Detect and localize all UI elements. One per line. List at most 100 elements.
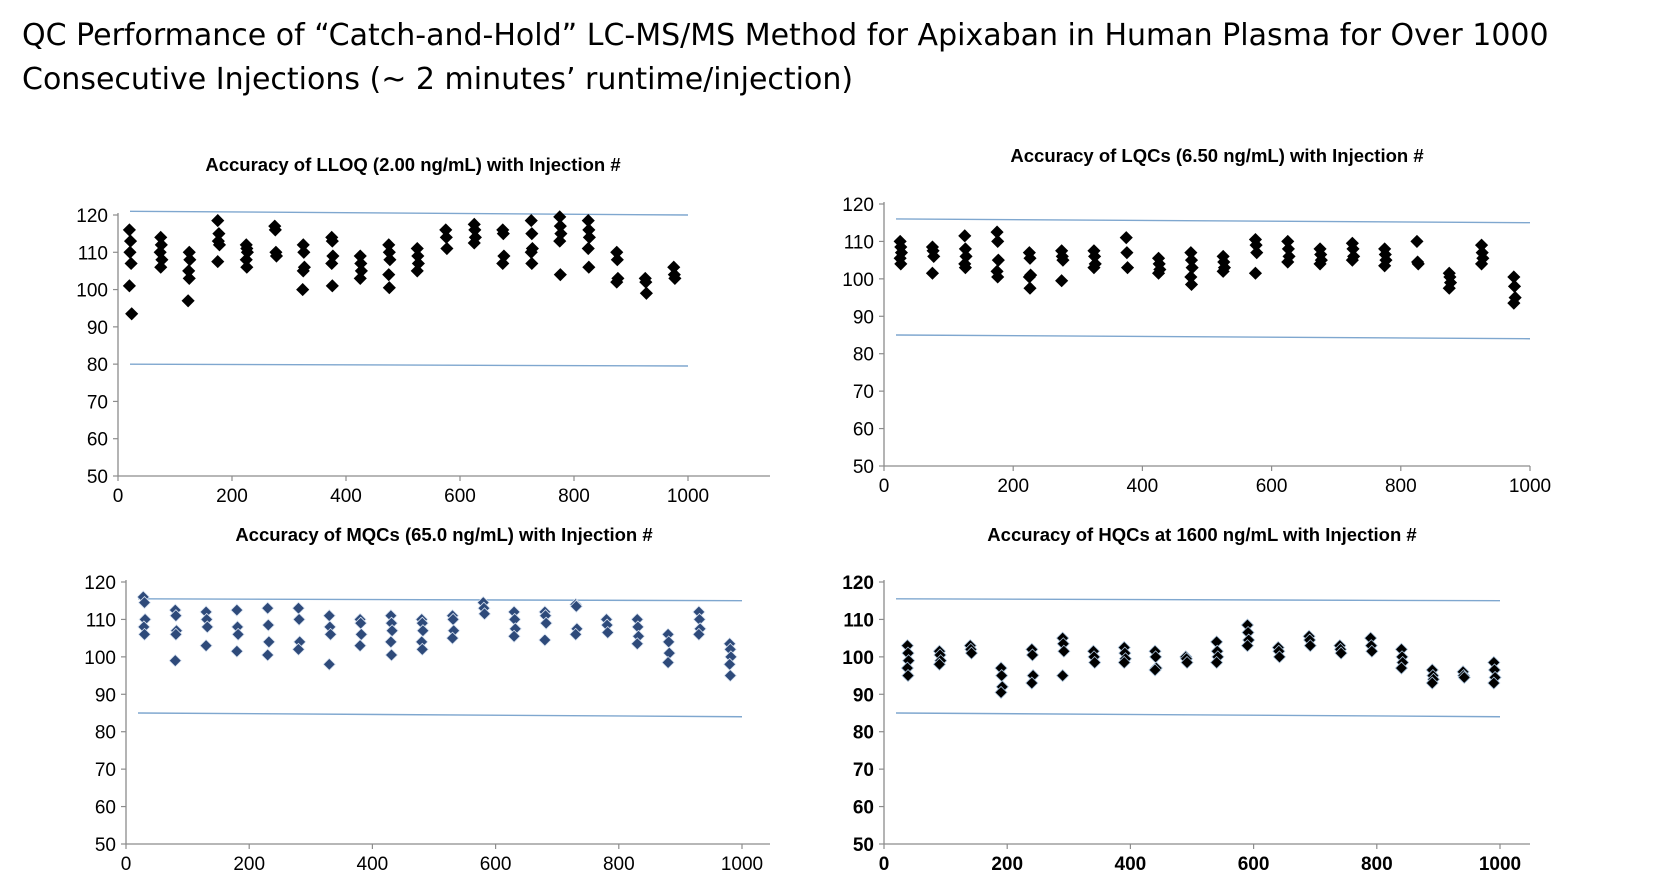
data-point [212, 238, 227, 252]
y-tick-label: 50 [87, 467, 108, 488]
data-point [958, 261, 972, 275]
data-point [261, 618, 275, 632]
x-tick-label: 1000 [1509, 476, 1551, 497]
x-tick-label: 800 [1361, 854, 1393, 875]
y-tick-label: 110 [86, 610, 116, 631]
data-point [958, 229, 972, 243]
data-point [995, 669, 1009, 683]
data-point [581, 241, 595, 256]
data-point [1117, 655, 1131, 670]
data-point [1025, 648, 1040, 662]
x-tick-label: 1000 [667, 486, 709, 507]
data-point [1303, 639, 1317, 653]
x-tick-label: 1000 [721, 854, 763, 875]
y-tick-label: 60 [853, 420, 874, 441]
y-tick-label: 70 [853, 760, 874, 781]
x-tick-label: 0 [879, 476, 890, 497]
data-point [137, 596, 152, 610]
data-point [1148, 663, 1162, 677]
data-point [569, 627, 583, 641]
chart-title: Accuracy of HQCs at 1600 ng/mL with Inje… [987, 524, 1416, 545]
y-tick-label: 120 [76, 206, 108, 227]
data-point [1442, 281, 1456, 295]
y-tick-label: 60 [95, 798, 116, 819]
data-point [932, 657, 947, 671]
y-tick-label: 50 [95, 835, 116, 856]
x-tick-label: 200 [216, 486, 248, 507]
data-point [496, 227, 510, 241]
data-point [1240, 639, 1255, 653]
y-tick-label: 100 [842, 648, 874, 669]
data-point [1281, 255, 1295, 269]
data-point [630, 637, 644, 651]
data-point [200, 620, 214, 634]
x-tick-label: 0 [879, 854, 890, 875]
data-point [169, 627, 183, 641]
data-point [1088, 655, 1102, 670]
data-point [1313, 257, 1327, 271]
y-tick-label: 100 [842, 270, 874, 291]
y-tick-label: 70 [853, 382, 874, 403]
x-tick-label: 200 [991, 854, 1023, 875]
y-tick-label: 120 [842, 195, 874, 216]
data-point [169, 609, 183, 623]
data-point [1056, 253, 1070, 267]
data-point [199, 639, 213, 653]
data-point [601, 625, 615, 640]
data-point [261, 601, 275, 615]
data-point [661, 655, 675, 670]
data-point [1248, 266, 1263, 280]
data-point [1151, 266, 1166, 280]
slide-title: QC Performance of “Catch-and-Hold” LC-MS… [22, 14, 1662, 102]
data-point [1120, 246, 1134, 260]
data-point [1119, 231, 1133, 245]
data-point [538, 633, 552, 647]
data-point [467, 236, 481, 250]
data-point [1055, 274, 1069, 288]
data-point [1216, 264, 1230, 278]
y-tick-label: 90 [853, 307, 874, 328]
data-point [211, 255, 225, 269]
y-tick-label: 110 [844, 232, 874, 253]
data-point [507, 629, 521, 643]
data-point [964, 646, 979, 660]
data-point [445, 631, 460, 645]
data-point [382, 281, 396, 295]
data-point [994, 685, 1008, 699]
data-point [553, 234, 567, 248]
data-point [137, 627, 152, 641]
y-tick-label: 80 [87, 355, 108, 376]
y-tick-label: 90 [87, 318, 108, 339]
data-point [1025, 676, 1039, 690]
data-point [1394, 661, 1409, 675]
y-tick-label: 110 [78, 243, 108, 264]
chart-title: Accuracy of LQCs (6.50 ng/mL) with Injec… [1010, 145, 1423, 166]
y-tick-label: 90 [853, 685, 874, 706]
data-point [262, 635, 276, 649]
data-point [991, 270, 1005, 284]
data-point [322, 657, 336, 671]
data-point [553, 268, 567, 282]
data-point [723, 669, 737, 683]
data-point [230, 603, 244, 617]
data-point [154, 260, 168, 274]
data-point [382, 268, 396, 282]
y-tick-label: 100 [76, 281, 108, 302]
data-point [1411, 257, 1425, 271]
data-point [269, 249, 284, 263]
y-tick-label: 110 [843, 610, 874, 631]
data-point [524, 214, 538, 228]
data-point [582, 260, 596, 274]
data-point [1087, 261, 1101, 275]
data-point [1345, 253, 1359, 267]
data-point [240, 260, 254, 274]
x-tick-label: 200 [997, 476, 1029, 497]
data-point [122, 279, 136, 293]
upper-limit-line [895, 598, 1501, 602]
data-point [296, 283, 310, 297]
data-point [182, 271, 196, 285]
data-point [384, 648, 399, 662]
